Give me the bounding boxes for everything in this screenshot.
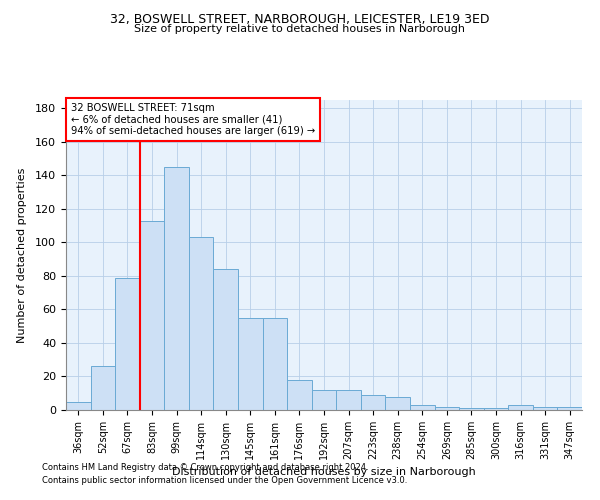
Bar xyxy=(557,406,582,410)
Bar xyxy=(66,402,91,410)
Bar xyxy=(484,408,508,410)
Bar xyxy=(410,405,434,410)
Bar xyxy=(91,366,115,410)
Text: Contains public sector information licensed under the Open Government Licence v3: Contains public sector information licen… xyxy=(42,476,407,485)
Text: Size of property relative to detached houses in Narborough: Size of property relative to detached ho… xyxy=(134,24,466,34)
Y-axis label: Number of detached properties: Number of detached properties xyxy=(17,168,27,342)
Bar xyxy=(189,238,214,410)
X-axis label: Distribution of detached houses by size in Narborough: Distribution of detached houses by size … xyxy=(172,468,476,477)
Bar xyxy=(140,220,164,410)
Text: 32 BOSWELL STREET: 71sqm
← 6% of detached houses are smaller (41)
94% of semi-de: 32 BOSWELL STREET: 71sqm ← 6% of detache… xyxy=(71,103,316,136)
Bar xyxy=(434,406,459,410)
Bar xyxy=(533,406,557,410)
Bar xyxy=(164,167,189,410)
Bar xyxy=(287,380,312,410)
Bar xyxy=(238,318,263,410)
Text: 32, BOSWELL STREET, NARBOROUGH, LEICESTER, LE19 3ED: 32, BOSWELL STREET, NARBOROUGH, LEICESTE… xyxy=(110,12,490,26)
Bar xyxy=(263,318,287,410)
Bar xyxy=(312,390,336,410)
Bar xyxy=(385,396,410,410)
Bar xyxy=(459,408,484,410)
Text: Contains HM Land Registry data © Crown copyright and database right 2024.: Contains HM Land Registry data © Crown c… xyxy=(42,464,368,472)
Bar xyxy=(214,269,238,410)
Bar xyxy=(508,405,533,410)
Bar xyxy=(336,390,361,410)
Bar xyxy=(115,278,140,410)
Bar xyxy=(361,395,385,410)
